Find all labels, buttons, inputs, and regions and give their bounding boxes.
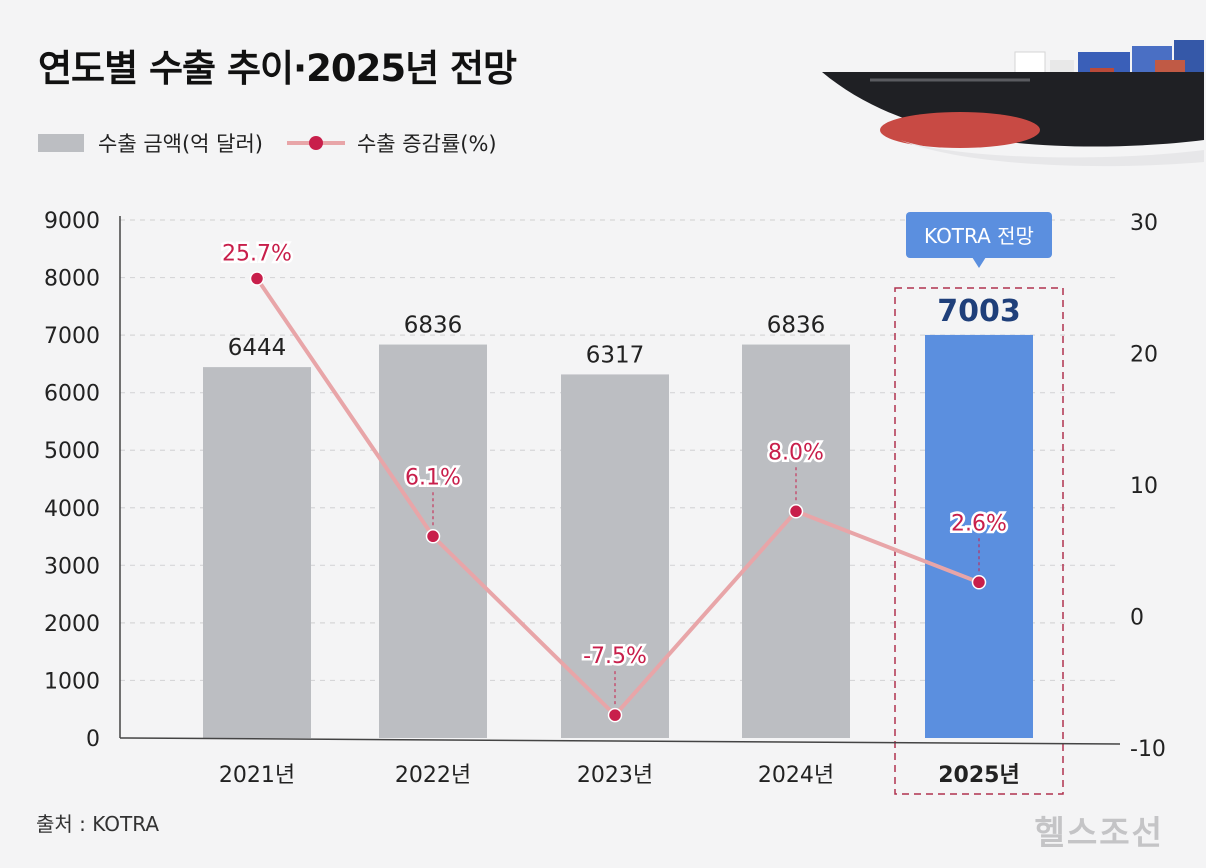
- forecast-callout: [906, 212, 1052, 258]
- y-left-tick-label: 6000: [44, 382, 100, 407]
- forecast-callout-label: KOTRA 전망: [924, 224, 1034, 248]
- bar-value-label: 6317: [586, 342, 645, 368]
- y-right-tick-label: 20: [1130, 343, 1158, 368]
- bar-value-label: 6836: [404, 313, 463, 339]
- cargo-ship-illustration: [822, 40, 1204, 167]
- y-left-tick-label: 3000: [44, 554, 100, 579]
- forecast-callout-pointer: [972, 257, 986, 268]
- y-left-tick-label: 0: [86, 727, 100, 752]
- legend-line-label: 수출 증감률(%): [356, 132, 497, 156]
- x-tick-label: 2023년: [577, 763, 653, 788]
- y-left-tick-label: 9000: [44, 209, 100, 234]
- y-left-tick-label: 2000: [44, 612, 100, 637]
- bar: [925, 334, 1033, 738]
- legend-bar-swatch: [38, 134, 84, 152]
- x-axis: [119, 737, 1121, 745]
- growth-rate-point: [971, 575, 987, 590]
- bar: [203, 367, 311, 738]
- growth-rate-point: [425, 529, 441, 544]
- growth-rate-label: 8.0%: [768, 440, 824, 465]
- y-left-tick-label: 4000: [44, 497, 100, 522]
- growth-rate-point: [788, 504, 804, 519]
- chart-title: 연도별 수출 추이·2025년 전망: [38, 47, 517, 90]
- legend-bar-label: 수출 금액(억 달러): [98, 132, 263, 156]
- bar: [742, 344, 850, 738]
- y-right-tick-label: -10: [1130, 737, 1166, 762]
- y-right-tick-label: 0: [1130, 606, 1144, 631]
- x-tick-label: 2021년: [219, 763, 295, 788]
- forecast-highlight-box: [894, 287, 1064, 795]
- growth-rate-point: [607, 707, 623, 723]
- bar-value-label: 6836: [767, 313, 826, 339]
- y-left-tick-label: 8000: [44, 267, 100, 292]
- growth-rate-label: 6.1%: [405, 465, 461, 490]
- growth-rate-label: 25.7%: [222, 242, 292, 267]
- x-tick-label: 2022년: [395, 763, 471, 788]
- x-tick-label: 2025년: [938, 763, 1019, 788]
- y-left-tick-label: 5000: [44, 439, 100, 464]
- y-left-tick-label: 7000: [44, 324, 100, 349]
- y-left-tick-label: 1000: [44, 669, 100, 694]
- x-tick-label: 2024년: [758, 763, 834, 788]
- publisher-logo: 헬스조선: [1034, 813, 1164, 852]
- growth-rate-label: -7.5%: [583, 644, 647, 669]
- legend-line-swatch: [286, 133, 345, 153]
- legend: 수출 금액(억 달러) 수출 증감률(%): [38, 128, 497, 158]
- bar-value-label: 6444: [228, 335, 287, 361]
- growth-rate-point: [249, 271, 265, 286]
- growth-rate-label: 2.6%: [951, 511, 1007, 536]
- y-right-tick-label: 30: [1130, 211, 1158, 236]
- y-right-tick-label: 10: [1130, 474, 1158, 499]
- bar-value-label: 7003: [937, 294, 1021, 329]
- source-note: 출처 : KOTRA: [36, 812, 160, 836]
